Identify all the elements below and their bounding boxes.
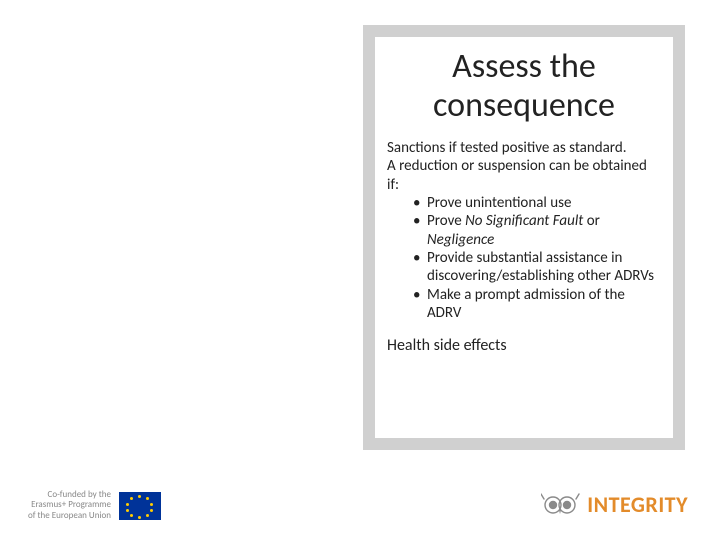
owl-icon xyxy=(541,492,581,518)
cofunded-text: Co-funded by the Erasmus+ Programme of t… xyxy=(28,490,111,522)
cofunded-line: of the European Union xyxy=(28,511,111,522)
text-span: or xyxy=(583,212,600,230)
body-text: Sanctions if tested positive as standard… xyxy=(375,139,673,355)
slide-title: Assess the consequence xyxy=(375,37,673,139)
list-item: Prove No Significant Fault or Negligence xyxy=(413,212,661,249)
text-span: Prove xyxy=(427,212,465,230)
integrity-label: INTEGRITY xyxy=(587,491,688,518)
para-sanctions: Sanctions if tested positive as standard… xyxy=(387,139,661,157)
list-item: Make a prompt admission of the ADRV xyxy=(413,286,661,323)
eu-flag-icon xyxy=(119,492,161,520)
italic-span: No Significant Fault xyxy=(465,212,583,230)
footer-left: Co-funded by the Erasmus+ Programme of t… xyxy=(28,490,161,522)
content-box: Assess the consequence Sanctions if test… xyxy=(363,25,685,450)
list-item: Provide substantial assistance in discov… xyxy=(413,249,661,286)
footer-right: INTEGRITY xyxy=(541,491,688,518)
para-reduction: A reduction or suspension can be obtaine… xyxy=(387,157,661,194)
bullet-list: Prove unintentional use Prove No Signifi… xyxy=(387,194,661,322)
list-item: Prove unintentional use xyxy=(413,194,661,212)
para-health: Health side effects xyxy=(387,336,661,356)
italic-span: Negligence xyxy=(427,231,494,249)
